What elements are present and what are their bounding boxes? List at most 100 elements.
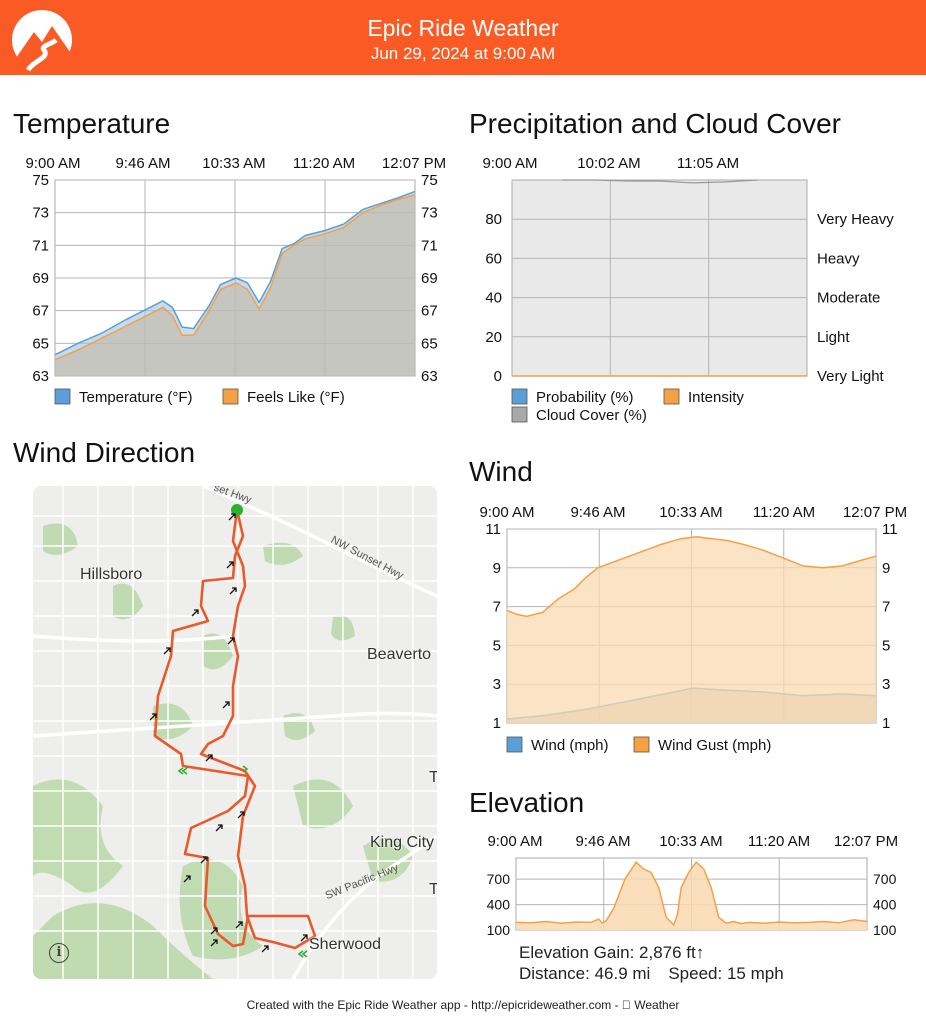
y-tick-label-right: 1 — [882, 715, 890, 732]
x-tick-label: 9:00 AM — [487, 833, 542, 850]
y-tick-label: 7 — [493, 599, 501, 616]
x-tick-label: 10:33 AM — [659, 504, 722, 521]
plot-area — [511, 179, 808, 377]
x-tick-label: 12:07 PM — [834, 833, 898, 850]
wind-arrows — [149, 513, 308, 953]
intensity-label: Light — [817, 329, 850, 346]
y-tick-label-right: 3 — [882, 676, 890, 693]
mountain-road-logo — [12, 10, 72, 72]
legend-swatch-2 — [511, 406, 528, 423]
y-tick-label-right: 65 — [421, 335, 438, 352]
y-tick-label: 3 — [493, 676, 501, 693]
precipitation-chart: 0 20 40 60 80 Very Light Light Moderate Heavy Ver… — [482, 155, 894, 424]
x-tick-label: 11:20 AM — [293, 155, 355, 172]
distance-stat: Distance: 46.9 mi — [519, 964, 651, 983]
ride-stats-row: Distance: 46.9 mi Speed: 15 mph — [519, 964, 784, 984]
legend-swatch-0 — [54, 388, 71, 405]
wind-direction-title: Wind Direction — [13, 437, 196, 468]
x-tick-label: 9:00 AM — [479, 504, 534, 521]
route-map[interactable]: Hillsboro Beaverto King City Sherwood se… — [33, 486, 437, 979]
x-tick-label: 9:00 AM — [25, 155, 80, 172]
x-tick-label: 10:33 AM — [659, 833, 722, 850]
legend-swatch-0 — [506, 736, 523, 753]
legend-label-1: Wind Gust (mph) — [658, 737, 771, 754]
intensity-label: Very Heavy — [817, 211, 894, 228]
y-tick-label-right: 5 — [882, 637, 890, 654]
y-tick-label: 71 — [32, 237, 49, 254]
y-tick-label: 80 — [485, 211, 502, 228]
x-tick-label: 10:02 AM — [577, 155, 640, 172]
map-canvas — [33, 486, 437, 979]
x-tick-label: 10:33 AM — [202, 155, 265, 172]
y-tick-label: 63 — [32, 368, 49, 385]
map-label-beaverton: Beaverto — [367, 646, 432, 663]
y-tick-label: 9 — [493, 560, 501, 577]
y-tick-label-right: 7 — [882, 599, 890, 616]
y-tick-label: 73 — [32, 205, 49, 222]
legend-label-1: Intensity — [688, 389, 744, 406]
temperature-title: Temperature — [13, 108, 171, 139]
y-tick-label-right: 75 — [421, 172, 438, 189]
series-line-1 — [506, 536, 877, 618]
intensity-label: Very Light — [817, 368, 885, 385]
legend-swatch-0 — [511, 388, 528, 405]
y-tick-label-right: 11 — [882, 521, 898, 538]
y-tick-label-right: 69 — [421, 270, 438, 287]
footer-credit: Created with the Epic Ride Weather app -… — [247, 998, 680, 1012]
map-label-sherwood: Sherwood — [309, 936, 382, 953]
y-tick-label: 0 — [494, 368, 502, 385]
x-tick-label: 11:20 AM — [748, 833, 810, 850]
x-tick-label: 12:07 PM — [382, 155, 446, 172]
elevation-chart: 100 100 400 400 700 700 9:00 AM 9:46 AM 10:33 AM… — [487, 833, 898, 938]
legend-swatch-1 — [633, 736, 650, 753]
app-title: Epic Ride Weather — [367, 15, 559, 41]
y-tick-label: 100 — [487, 922, 511, 938]
y-tick-label: 67 — [32, 303, 49, 320]
map-edge-letter-1: T — [429, 769, 437, 786]
series-line-1 — [54, 193, 416, 361]
y-tick-label-right: 700 — [873, 871, 897, 887]
wind-title: Wind — [469, 456, 533, 487]
legend-label-0: Wind (mph) — [531, 737, 609, 754]
info-icon[interactable]: i — [49, 943, 69, 963]
intensity-label: Heavy — [817, 250, 860, 267]
series-area-1 — [55, 194, 415, 376]
wind-chart: 1 13 35 57 79 911 119:00 AM 9:46 AM 10:33 AM 11:2… — [479, 504, 907, 754]
y-tick-label: 1 — [493, 715, 501, 732]
legend-label-0: Probability (%) — [536, 389, 634, 406]
y-tick-label-right: 71 — [421, 237, 438, 254]
legend-swatch-1 — [663, 388, 680, 405]
map-label-hillsboro: Hillsboro — [80, 566, 143, 583]
cloud-cover-line — [562, 179, 758, 184]
ride-date: Jun 29, 2024 at 9:00 AM — [370, 44, 556, 63]
route-path — [153, 504, 317, 950]
series-line-0 — [54, 190, 416, 356]
legend-label-2: Cloud Cover (%) — [536, 407, 647, 424]
precipitation-title: Precipitation and Cloud Cover — [469, 108, 841, 139]
y-tick-label: 65 — [32, 335, 49, 352]
x-tick-label: 9:46 AM — [570, 504, 625, 521]
series-area-0 — [516, 862, 867, 930]
legend-label-1: Feels Like (°F) — [247, 389, 345, 406]
legend-swatch-1 — [222, 388, 239, 405]
x-tick-label: 9:46 AM — [575, 833, 630, 850]
y-tick-label: 11 — [485, 521, 501, 538]
y-tick-label: 20 — [485, 329, 502, 346]
y-tick-label: 400 — [487, 897, 511, 913]
intensity-label: Moderate — [817, 290, 880, 307]
x-tick-label: 11:05 AM — [677, 155, 739, 172]
x-tick-label: 9:46 AM — [115, 155, 170, 172]
y-tick-label: 700 — [487, 871, 511, 887]
y-tick-label-right: 100 — [873, 922, 897, 938]
series-area-1 — [507, 536, 876, 723]
y-tick-label: 60 — [485, 250, 502, 267]
elevation-title: Elevation — [469, 787, 585, 818]
y-tick-label: 75 — [32, 172, 49, 189]
x-tick-label: 11:20 AM — [753, 504, 815, 521]
legend-label-0: Temperature (°F) — [79, 389, 193, 406]
app-header: Epic Ride Weather Jun 29, 2024 at 9:00 A… — [0, 0, 926, 75]
y-tick-label-right: 67 — [421, 303, 438, 320]
y-tick-label: 5 — [493, 637, 501, 654]
x-tick-label: 12:07 PM — [843, 504, 907, 521]
